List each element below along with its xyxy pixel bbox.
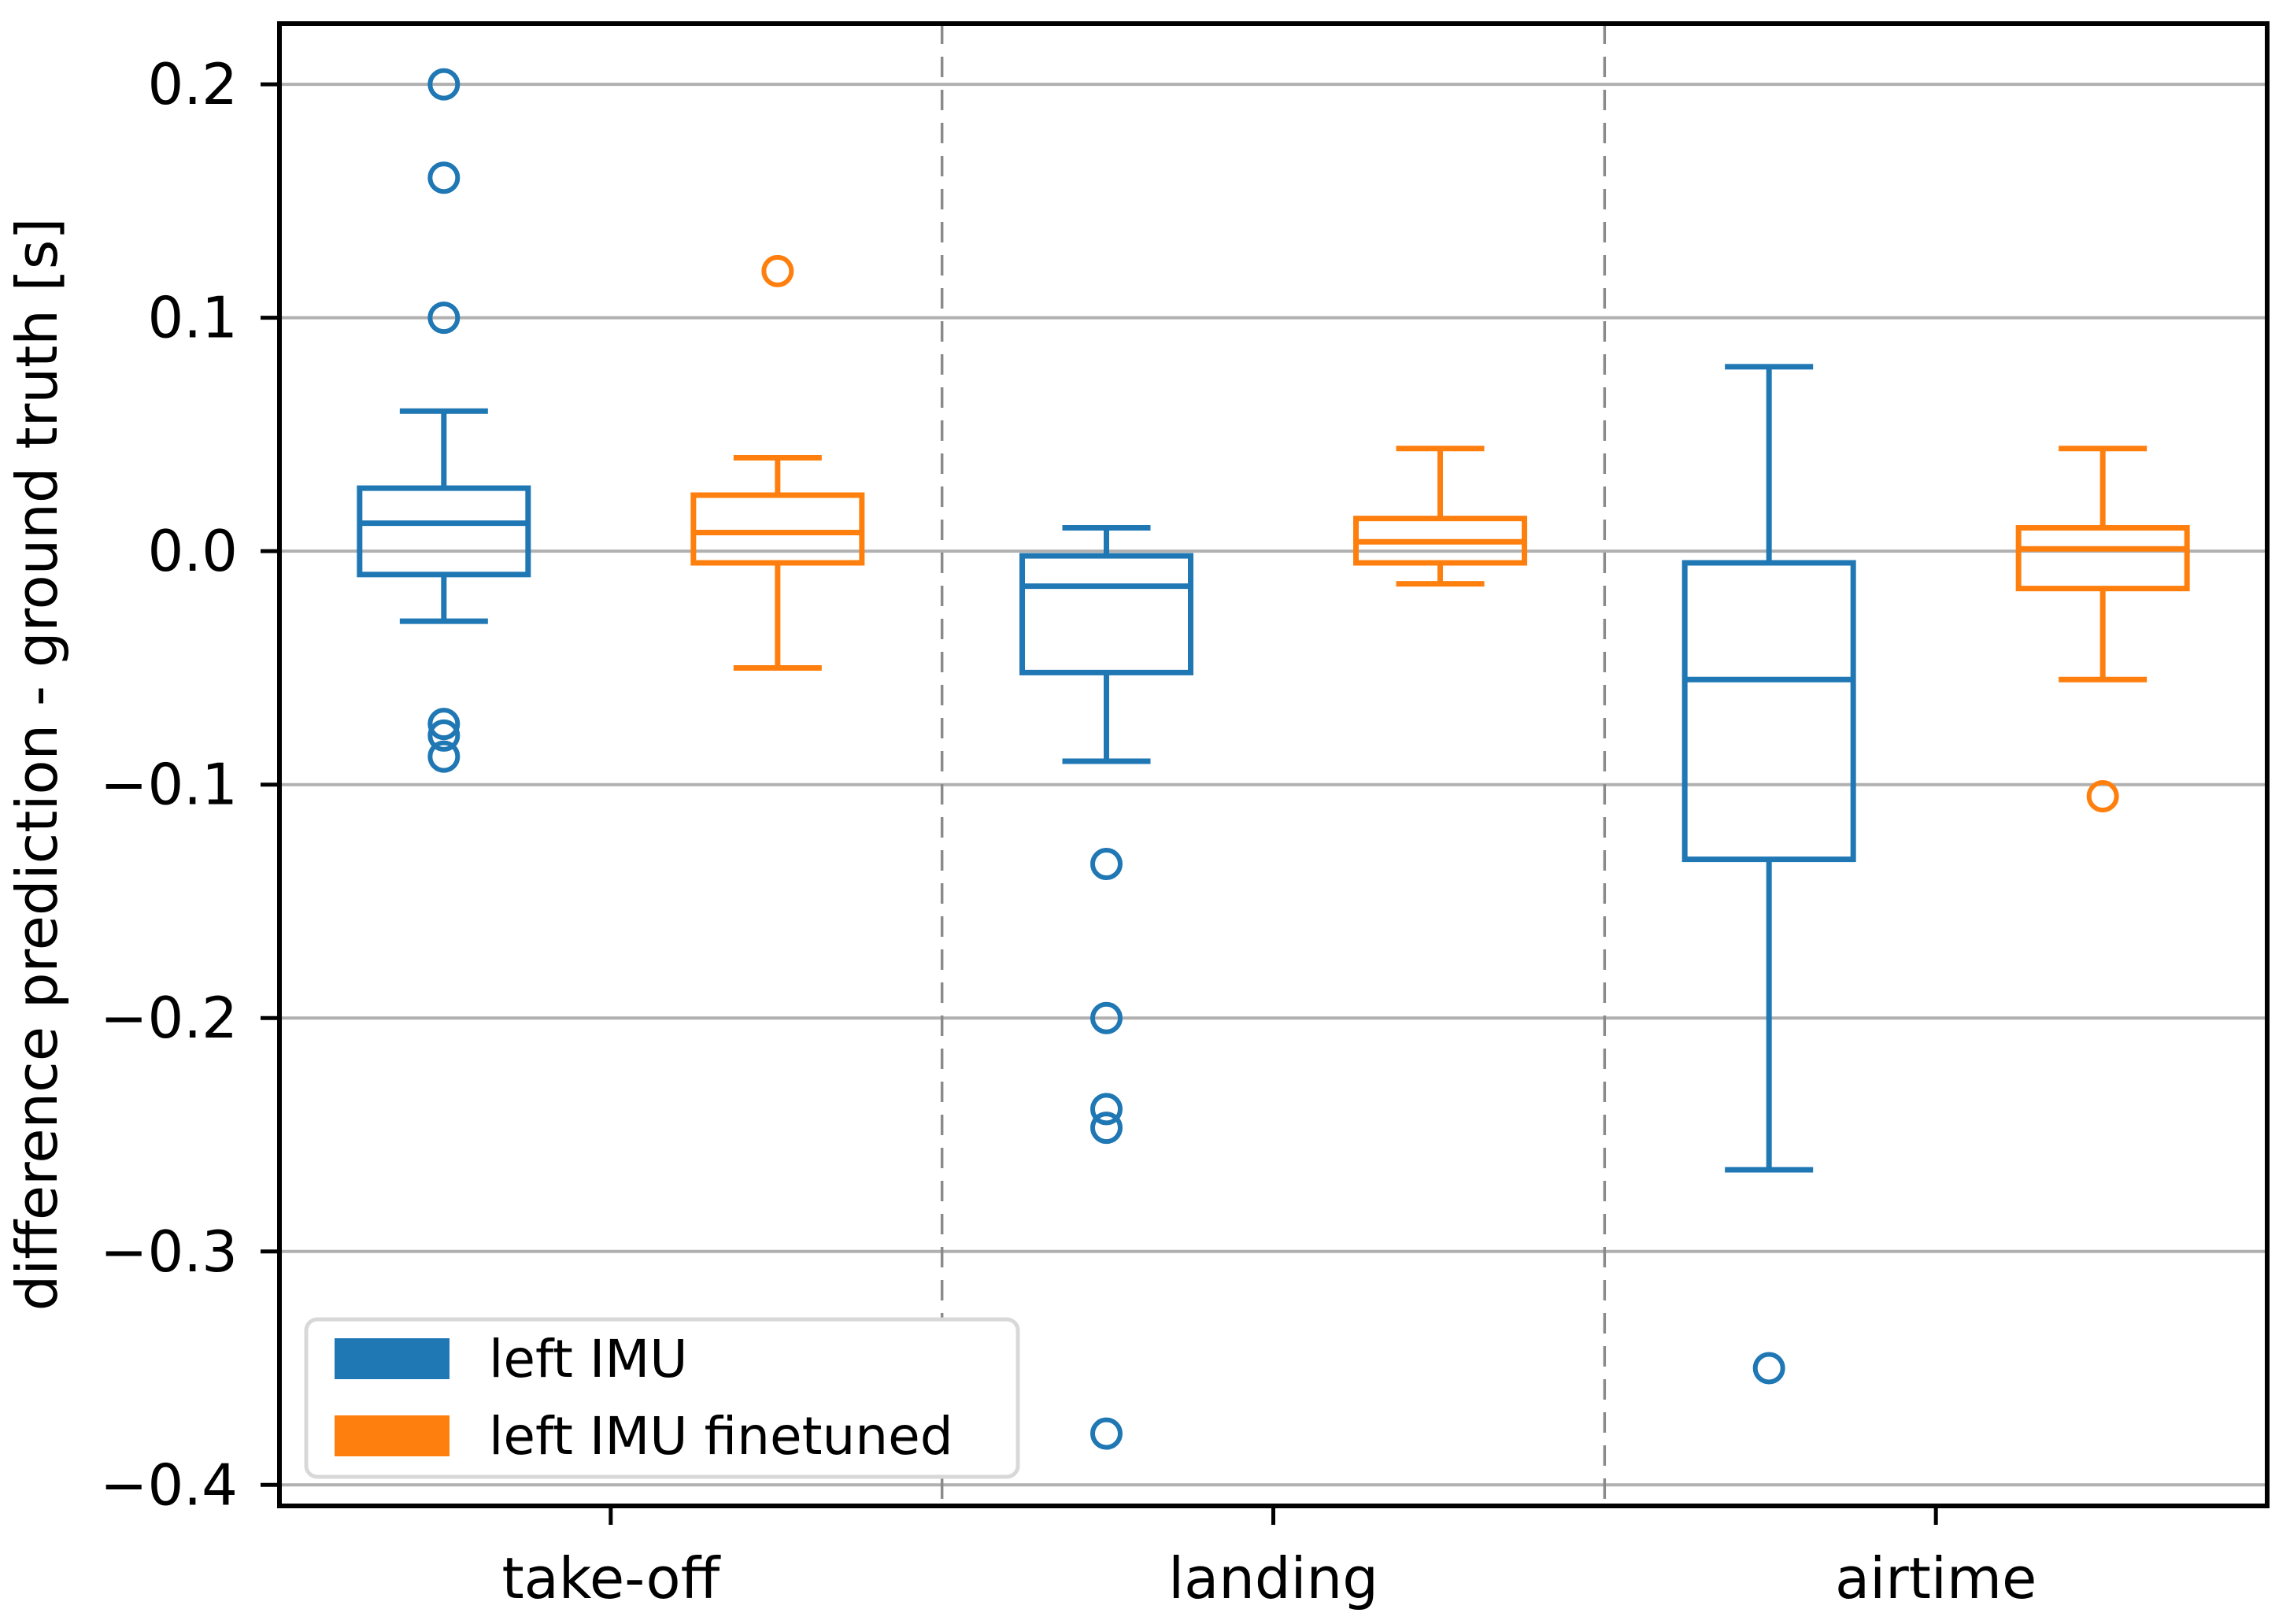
series-left-imu-finetuned [690, 254, 2190, 813]
outlier-point [427, 301, 461, 335]
box-take-off [690, 254, 865, 671]
outlier-point [427, 719, 461, 752]
category-separators [940, 24, 1607, 1506]
legend-label-left-imu: left IMU [489, 1329, 688, 1389]
x-tick-label-take-off: take-off [501, 1545, 720, 1611]
iqr-box [1019, 553, 1193, 675]
y-tick-label: −0.1 [100, 752, 238, 818]
x-tick-label-airtime: airtime [1835, 1545, 2037, 1611]
outlier-point [1752, 1352, 1785, 1385]
legend-frame [304, 1317, 1020, 1479]
outlier-point [1090, 848, 1123, 881]
x-tick-label-landing: landing [1168, 1545, 1378, 1611]
legend-entry-left-imu: left IMU [335, 1329, 688, 1389]
outlier-point [1090, 1093, 1123, 1126]
y-tick-label: −0.4 [100, 1452, 238, 1518]
outlier-point [427, 68, 461, 101]
y-axis-ticks: 0.2 0.1 0.0 −0.1 −0.2 −0.3 −0.4 [100, 51, 279, 1518]
gridlines [279, 83, 2267, 1487]
y-tick-label: −0.2 [100, 985, 238, 1051]
plot-area: 0.2 0.1 0.0 −0.1 −0.2 −0.3 −0.4 take-off landing… [100, 21, 2270, 1611]
y-tick-label: 0.1 [147, 285, 238, 351]
legend: left IMU left IMU finetuned [304, 1317, 1020, 1479]
series-left-imu [357, 68, 1856, 1450]
outlier-point [1090, 1001, 1123, 1034]
outlier-point [1090, 1417, 1123, 1450]
box-airtime [2015, 446, 2190, 813]
y-axis-label: difference prediction - ground truth [s] [4, 218, 70, 1311]
iqr-box [357, 485, 531, 578]
iqr-box [1681, 560, 1856, 863]
outlier-point [1090, 1112, 1123, 1145]
box-airtime [1681, 364, 1856, 1385]
legend-swatch-left-imu-finetuned [335, 1415, 449, 1456]
x-axis-ticks: take-off landing airtime [501, 1506, 2037, 1611]
iqr-box [690, 492, 865, 566]
axes-spines [277, 21, 2270, 1508]
box-take-off [357, 68, 531, 773]
y-tick-label: 0.2 [147, 51, 238, 117]
outlier-point [427, 740, 461, 773]
outlier-point [761, 254, 794, 287]
box-landing [1019, 525, 1193, 1450]
y-tick-label: −0.3 [100, 1219, 238, 1285]
outlier-point [427, 161, 461, 194]
iqr-box [2015, 525, 2190, 592]
y-tick-label: 0.0 [147, 518, 238, 584]
outlier-point [427, 708, 461, 741]
box-landing [1353, 446, 1527, 587]
legend-label-left-imu-finetuned: left IMU finetuned [489, 1406, 953, 1467]
outlier-point [2086, 780, 2119, 813]
legend-entry-left-imu-finetuned: left IMU finetuned [335, 1406, 953, 1467]
legend-swatch-left-imu [335, 1338, 449, 1379]
